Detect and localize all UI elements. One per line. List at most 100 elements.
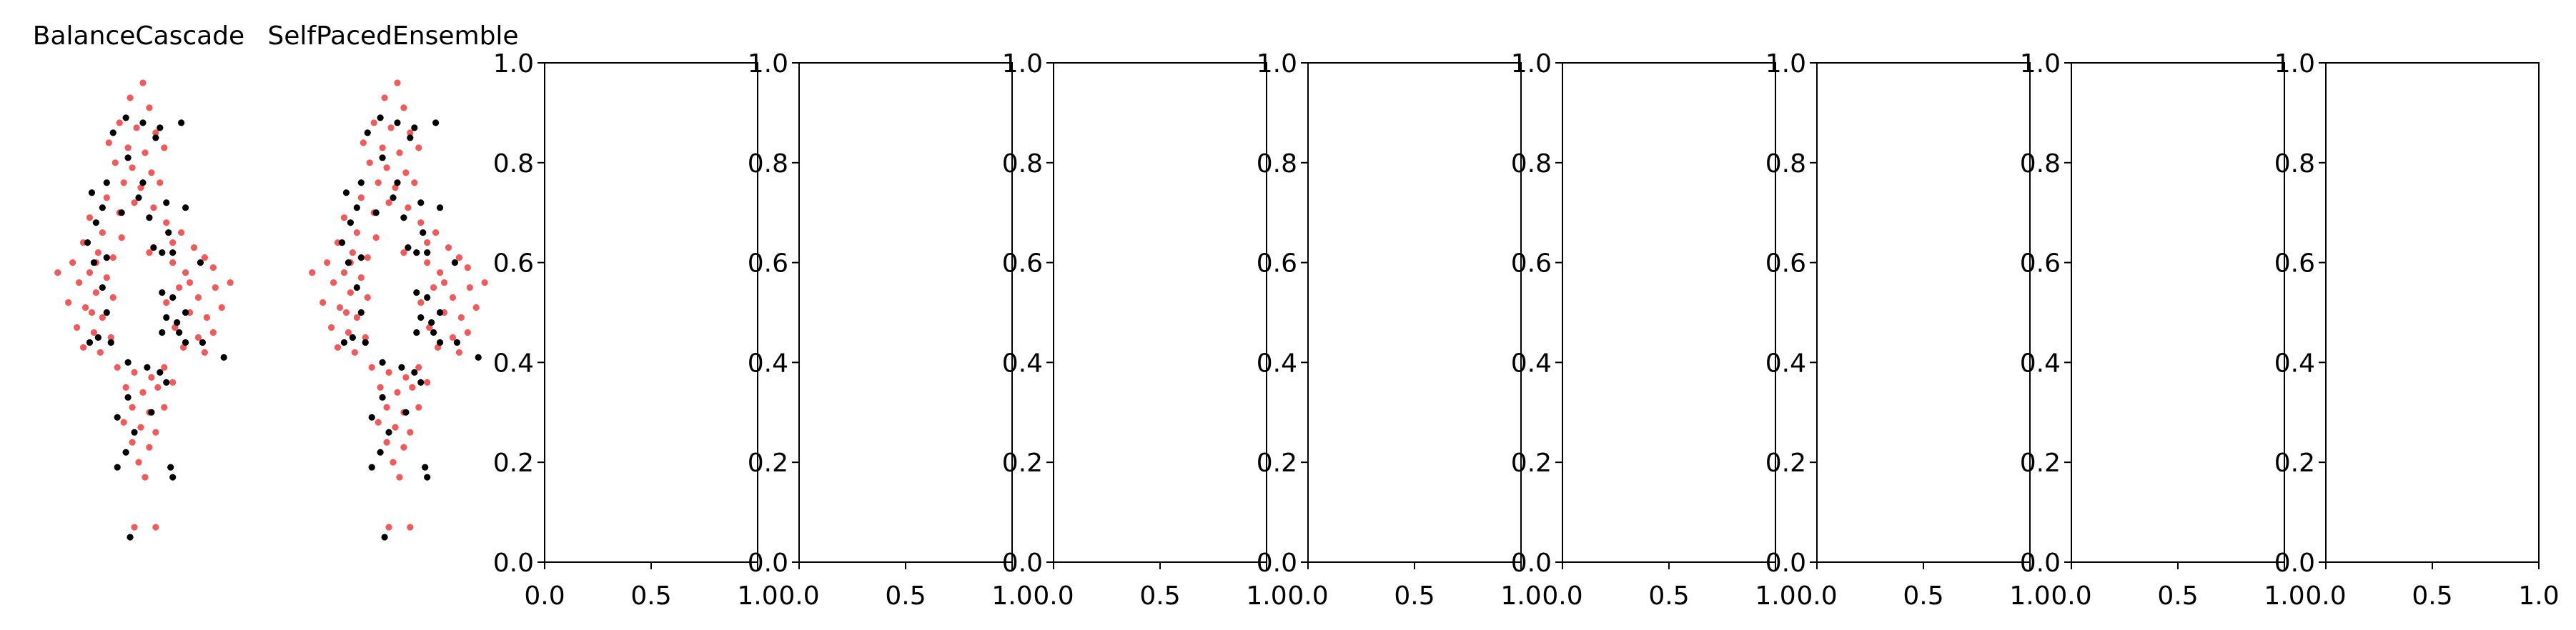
y-tick-label: 0.6	[493, 249, 534, 279]
y-tick-label: 0.2	[1765, 449, 1806, 478]
y-tick-label: 1.0	[1511, 49, 1552, 79]
scatter-point	[150, 244, 157, 251]
scatter-point	[370, 119, 377, 126]
scatter-point	[472, 304, 480, 311]
scatter-point	[163, 299, 170, 306]
scatter-point	[81, 304, 89, 311]
axes-frame	[2325, 62, 2540, 563]
scatter-point	[394, 119, 401, 126]
scatter-point	[218, 304, 225, 311]
scatter-point	[405, 204, 412, 211]
y-tick-label: 0.8	[748, 149, 788, 179]
scatter-point	[157, 179, 164, 186]
scatter-point	[209, 329, 217, 336]
scatter-point	[199, 339, 206, 346]
scatter-point	[120, 419, 127, 426]
scatter-point	[99, 204, 106, 211]
scatter-point	[79, 344, 87, 351]
x-tick-label: 0.0	[524, 581, 565, 611]
y-tick-label: 0.8	[1511, 149, 1552, 179]
scatter-point	[131, 199, 138, 206]
scatter-point	[424, 239, 431, 246]
scatter-point	[169, 249, 177, 256]
x-tick-label: 0.5	[1903, 581, 1943, 611]
scatter-point	[413, 329, 420, 336]
y-tick-label: 0.6	[1765, 249, 1806, 279]
scatter-point	[402, 169, 410, 176]
scatter-point	[417, 314, 425, 321]
scatter-point	[146, 214, 153, 221]
scatter-point	[169, 474, 177, 481]
scatter-point	[137, 424, 144, 431]
scatter-point	[347, 289, 354, 296]
scatter-point	[109, 129, 117, 136]
scatter-point	[392, 424, 399, 431]
scatter-point	[415, 144, 422, 151]
scatter-point	[377, 384, 384, 391]
scatter-point	[327, 324, 335, 331]
y-tick-label: 1.0	[2274, 49, 2315, 79]
scatter-point	[178, 229, 185, 236]
scatter-point	[84, 239, 91, 246]
scatter-point	[178, 119, 185, 126]
scatter-point	[103, 179, 110, 186]
scatter-point	[330, 279, 337, 286]
scatter-point	[201, 254, 208, 261]
scatter-point	[383, 439, 390, 446]
scatter-point	[159, 289, 166, 296]
scatter-point	[154, 384, 162, 391]
scatter-point	[368, 364, 375, 371]
scatter-point	[65, 299, 72, 306]
scatter-point	[212, 284, 219, 291]
scatter-point	[375, 179, 382, 186]
scatter-point	[453, 339, 461, 346]
scatter-point	[131, 429, 138, 436]
scatter-point	[377, 114, 384, 121]
scatter-point	[411, 369, 418, 376]
subplot-9: 0.0 0.2 0.4 0.6 0.8 1.0 0.0 0.5 1.0	[2020, 49, 2305, 611]
y-tick-label: 0.6	[2274, 249, 2315, 279]
y-tick-label: 0.8	[1002, 149, 1043, 179]
x-tick-label: 1.0	[2518, 581, 2559, 611]
scatter-series-2	[84, 114, 227, 541]
scatter-point	[135, 459, 142, 466]
scatter-point	[124, 394, 132, 401]
scatter-point	[148, 409, 155, 416]
scatter-point	[103, 274, 110, 281]
scatter-point	[157, 369, 164, 376]
subplot-title: SelfPacedEnsemble	[267, 21, 518, 51]
scatter-point	[142, 149, 149, 156]
scatter-point	[163, 199, 170, 206]
axes-frame	[798, 62, 1013, 563]
scatter-point	[114, 414, 121, 421]
y-tick-label: 0.8	[493, 149, 534, 179]
x-tick-label: 0.5	[1648, 581, 1689, 611]
scatter-point	[116, 119, 123, 126]
scatter-series-1	[309, 79, 488, 531]
scatter-point	[417, 219, 425, 226]
scatter-point	[92, 219, 99, 226]
scatter-point	[400, 444, 407, 451]
y-tick-label: 0.6	[1002, 249, 1043, 279]
scatter-point	[405, 244, 412, 251]
scatter-point	[324, 259, 331, 266]
scatter-point	[336, 304, 344, 311]
scatter-point	[186, 279, 194, 286]
scatter-point	[103, 194, 110, 201]
scatter-point	[402, 374, 410, 381]
y-tick-label: 0.4	[1511, 349, 1552, 378]
scatter-point	[129, 439, 136, 446]
scatter-point	[411, 179, 418, 186]
scatter-point	[381, 94, 388, 101]
scatter-point	[118, 209, 125, 216]
scatter-point	[148, 169, 155, 176]
scatter-point	[167, 464, 174, 471]
scatter-point	[99, 229, 106, 236]
scatter-point	[430, 329, 437, 336]
scatter-point	[345, 259, 352, 266]
scatter-point	[137, 184, 144, 191]
scatter-point	[139, 179, 147, 186]
scatter-point	[436, 269, 444, 276]
scatter-point	[413, 249, 420, 256]
